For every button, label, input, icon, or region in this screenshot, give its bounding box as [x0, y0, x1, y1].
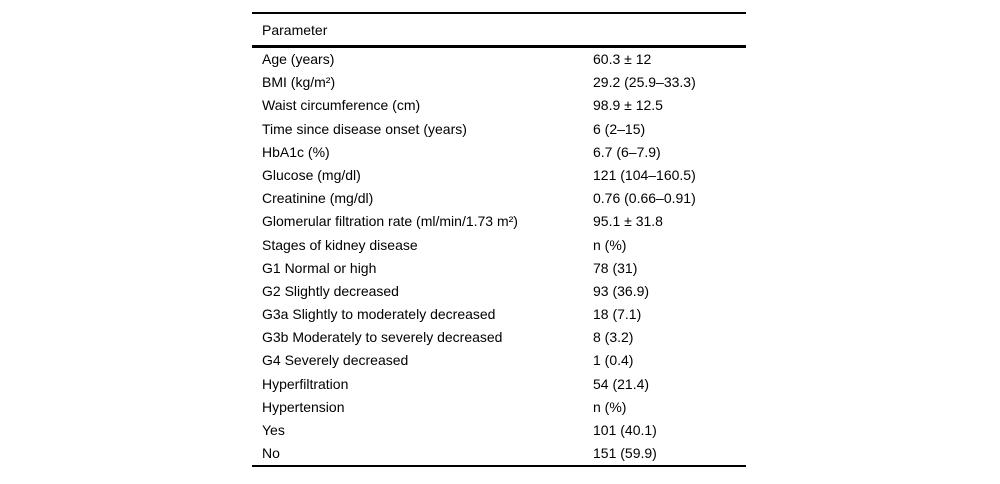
value-cell: 6 (2–15)	[593, 120, 646, 137]
value-cell: 18 (7.1)	[593, 306, 642, 323]
parameter-cell: G3b Moderately to severely decreased	[262, 329, 503, 346]
table-row: Age (years) 60.3 ± 12	[252, 48, 746, 71]
parameter-cell: Glucose (mg/dl)	[262, 166, 361, 183]
value-cell: 151 (59.9)	[593, 445, 657, 462]
value-cell: 54 (21.4)	[593, 375, 650, 392]
value-cell: 121 (104–160.5)	[593, 166, 696, 183]
parameter-cell: Stages of kidney disease	[262, 236, 418, 253]
table-row: G2 Slightly decreased 93 (36.9)	[252, 280, 746, 303]
table-row: Yes 101 (40.1)	[252, 419, 746, 442]
value-cell: 8 (3.2)	[593, 329, 634, 346]
parameter-cell: HbA1c (%)	[262, 143, 330, 160]
value-cell: 60.3 ± 12	[593, 51, 652, 67]
table-row: G1 Normal or high 78 (31)	[252, 257, 746, 280]
column-header-parameter: Parameter	[262, 21, 328, 38]
parameter-cell: Time since disease onset (years)	[262, 120, 467, 137]
parameter-cell: Age (years)	[262, 51, 335, 67]
value-cell: 98.9 ± 12.5	[593, 97, 663, 114]
value-cell: 78 (31)	[593, 259, 638, 276]
table-row: Stages of kidney disease n (%)	[252, 234, 746, 257]
parameter-cell: No	[262, 445, 280, 462]
parameter-cell: G3a Slightly to moderately decreased	[262, 306, 496, 323]
value-cell: 0.76 (0.66–0.91)	[593, 190, 696, 207]
table-row: HbA1c (%) 6.7 (6–7.9)	[252, 141, 746, 164]
value-cell: 93 (36.9)	[593, 282, 650, 299]
value-cell: 1 (0.4)	[593, 352, 634, 369]
parameter-cell: Yes	[262, 422, 285, 438]
table-row: Waist circumference (cm) 98.9 ± 12.5	[252, 94, 746, 117]
value-cell: 95.1 ± 31.8	[593, 213, 663, 230]
table-row: Hypertension n (%)	[252, 396, 746, 419]
table-row: Creatinine (mg/dl) 0.76 (0.66–0.91)	[252, 187, 746, 210]
baseline-characteristics-table: Parameter Age (years) 60.3 ± 12 BMI (kg/…	[252, 12, 746, 468]
table-row: G3b Moderately to severely decreased 8 (…	[252, 326, 746, 349]
parameter-cell: Hypertension	[262, 398, 345, 415]
table-body: Age (years) 60.3 ± 12 BMI (kg/m²) 29.2 (…	[252, 48, 746, 465]
value-cell: 101 (40.1)	[593, 422, 657, 438]
parameter-cell: Creatinine (mg/dl)	[262, 190, 374, 207]
table-row: G4 Severely decreased 1 (0.4)	[252, 349, 746, 372]
table-row: Hyperfiltration 54 (21.4)	[252, 373, 746, 396]
table-row: Glomerular filtration rate (ml/min/1.73 …	[252, 210, 746, 233]
parameter-cell: G2 Slightly decreased	[262, 282, 399, 299]
table: Parameter Age (years) 60.3 ± 12 BMI (kg/…	[252, 12, 746, 468]
value-cell: n (%)	[593, 398, 627, 415]
table-row: Time since disease onset (years) 6 (2–15…	[252, 118, 746, 141]
parameter-cell: Glomerular filtration rate (ml/min/1.73 …	[262, 213, 518, 230]
table-row: Glucose (mg/dl) 121 (104–160.5)	[252, 164, 746, 187]
value-cell: 29.2 (25.9–33.3)	[593, 74, 696, 91]
parameter-cell: G1 Normal or high	[262, 259, 377, 276]
table-row: BMI (kg/m²) 29.2 (25.9–33.3)	[252, 71, 746, 94]
table-row: No 151 (59.9)	[252, 442, 746, 465]
parameter-cell: Hyperfiltration	[262, 375, 349, 392]
parameter-cell: G4 Severely decreased	[262, 352, 409, 369]
parameter-cell: Waist circumference (cm)	[262, 97, 421, 114]
table-header-row: Parameter	[252, 14, 746, 48]
table-row: G3a Slightly to moderately decreased 18 …	[252, 303, 746, 326]
parameter-cell: BMI (kg/m²)	[262, 74, 336, 91]
value-cell: 6.7 (6–7.9)	[593, 143, 661, 160]
value-cell: n (%)	[593, 236, 627, 253]
